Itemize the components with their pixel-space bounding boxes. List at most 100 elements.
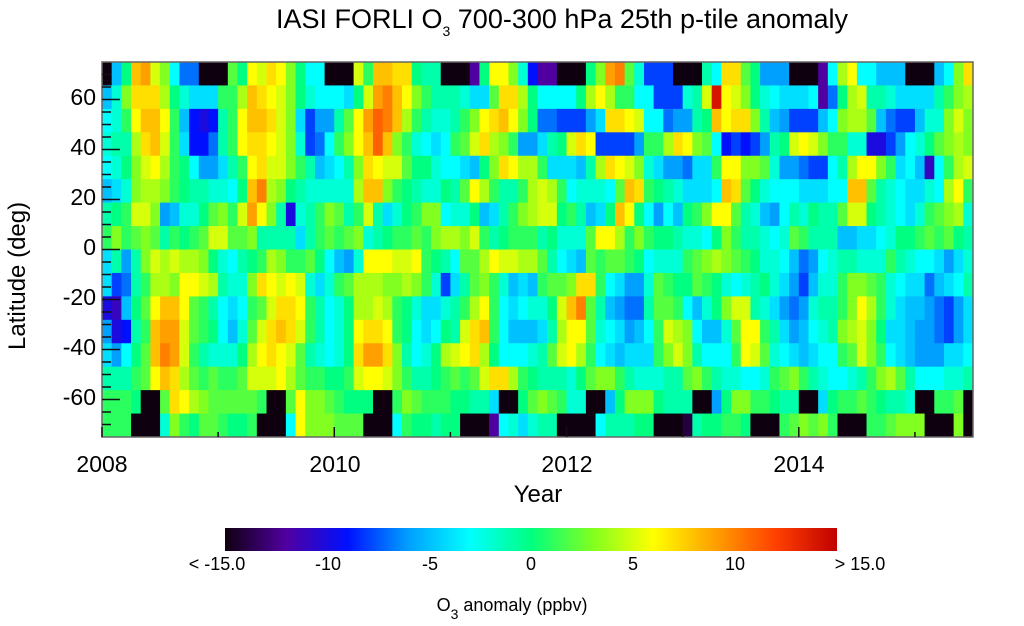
heatmap-cell	[343, 272, 355, 297]
heatmap-cell	[295, 296, 306, 321]
heatmap-cell	[498, 343, 509, 368]
heatmap-cell	[934, 249, 945, 274]
heatmap-cell	[798, 62, 809, 86]
heatmap-cell	[934, 179, 945, 204]
heatmap-cell	[198, 202, 209, 227]
heatmap-cell	[469, 226, 480, 250]
heatmap-cell	[469, 179, 480, 204]
heatmap-cell	[382, 202, 393, 227]
heatmap-cell	[614, 296, 625, 321]
heatmap-cell	[518, 202, 529, 227]
heatmap-cell	[479, 296, 490, 321]
heatmap-cell	[469, 319, 480, 344]
heatmap-cell	[227, 132, 238, 157]
heatmap-cell	[314, 132, 325, 157]
heatmap-cell	[111, 272, 122, 297]
heatmap-cell	[121, 132, 132, 157]
y-tick-label: 60	[70, 84, 96, 110]
heatmap-cell	[905, 155, 916, 180]
heatmap-cell	[218, 390, 229, 414]
heatmap-cell	[518, 249, 529, 274]
heatmap-cell	[682, 202, 693, 227]
heatmap-cell	[605, 296, 616, 321]
heatmap-cell	[818, 226, 829, 250]
heatmap-cell	[643, 249, 655, 274]
heatmap-cell	[479, 62, 490, 86]
heatmap-cell	[421, 202, 432, 227]
heatmap-cell	[469, 62, 480, 86]
heatmap-cell	[885, 202, 896, 227]
heatmap-cell	[769, 390, 780, 414]
heatmap-cell	[711, 62, 722, 86]
heatmap-cell	[653, 413, 664, 438]
heatmap-cell	[343, 179, 355, 204]
heatmap-cell	[934, 296, 945, 321]
heatmap-cell	[179, 155, 190, 180]
heatmap-cell	[131, 108, 142, 133]
heatmap-cell	[450, 108, 461, 133]
heatmap-cell	[150, 85, 161, 110]
heatmap-cell	[314, 155, 325, 180]
heatmap-cell	[576, 366, 587, 391]
heatmap-cell	[556, 366, 567, 391]
heatmap-cell	[314, 366, 325, 391]
heatmap-cell	[789, 85, 800, 110]
heatmap-cell	[682, 179, 693, 204]
heatmap-cell	[363, 85, 374, 110]
heatmap-cell	[479, 343, 490, 368]
heatmap-cell	[924, 319, 935, 344]
heatmap-cell	[440, 202, 451, 227]
heatmap-cell	[818, 85, 829, 110]
heatmap-cell	[440, 343, 451, 368]
heatmap-cell	[382, 343, 393, 368]
heatmap-cell	[634, 343, 645, 368]
heatmap-cell	[450, 155, 461, 180]
heatmap-cell	[808, 249, 819, 274]
heatmap-cell	[295, 202, 306, 227]
heatmap-cell	[411, 296, 422, 321]
heatmap-cell	[431, 202, 442, 227]
heatmap-cell	[218, 108, 229, 133]
heatmap-cell	[102, 132, 113, 157]
heatmap-cell	[547, 413, 558, 438]
heatmap-cell	[431, 296, 442, 321]
heatmap-cell	[440, 272, 451, 297]
heatmap-cell	[208, 272, 219, 297]
heatmap-cell	[537, 85, 548, 110]
heatmap-cell	[508, 343, 519, 368]
heatmap-cell	[121, 226, 132, 250]
heatmap-cell	[382, 390, 393, 414]
heatmap-cell	[605, 202, 616, 227]
heatmap-cell	[276, 296, 287, 321]
heatmap-cell	[440, 132, 451, 157]
heatmap-cell	[566, 272, 577, 297]
heatmap-cell	[653, 132, 664, 157]
heatmap-cell	[498, 132, 509, 157]
heatmap-cell	[943, 296, 955, 321]
heatmap-cell	[189, 108, 200, 133]
heatmap-cell	[160, 272, 171, 297]
heatmap-cell	[595, 390, 606, 414]
heatmap-cell	[450, 226, 461, 250]
heatmap-cell	[237, 272, 248, 297]
heatmap-cell	[372, 272, 384, 297]
heatmap-cell	[953, 319, 964, 344]
heatmap-cell	[150, 202, 161, 227]
heatmap-cell	[905, 108, 916, 133]
heatmap-cell	[643, 272, 655, 297]
heatmap-cell	[731, 366, 742, 391]
heatmap-cell	[634, 390, 645, 414]
heatmap-cell	[595, 155, 606, 180]
heatmap-cell	[218, 343, 229, 368]
heatmap-cell	[605, 272, 616, 297]
heatmap-cell	[343, 85, 355, 110]
heatmap-cell	[102, 296, 113, 321]
heatmap-cell	[808, 85, 819, 110]
heatmap-cell	[440, 366, 451, 391]
heatmap-cell	[102, 390, 113, 414]
heatmap-cell	[218, 249, 229, 274]
heatmap-cell	[827, 62, 838, 86]
heatmap-cell	[827, 390, 838, 414]
heatmap-cell	[692, 319, 703, 344]
heatmap-cell	[885, 179, 896, 204]
